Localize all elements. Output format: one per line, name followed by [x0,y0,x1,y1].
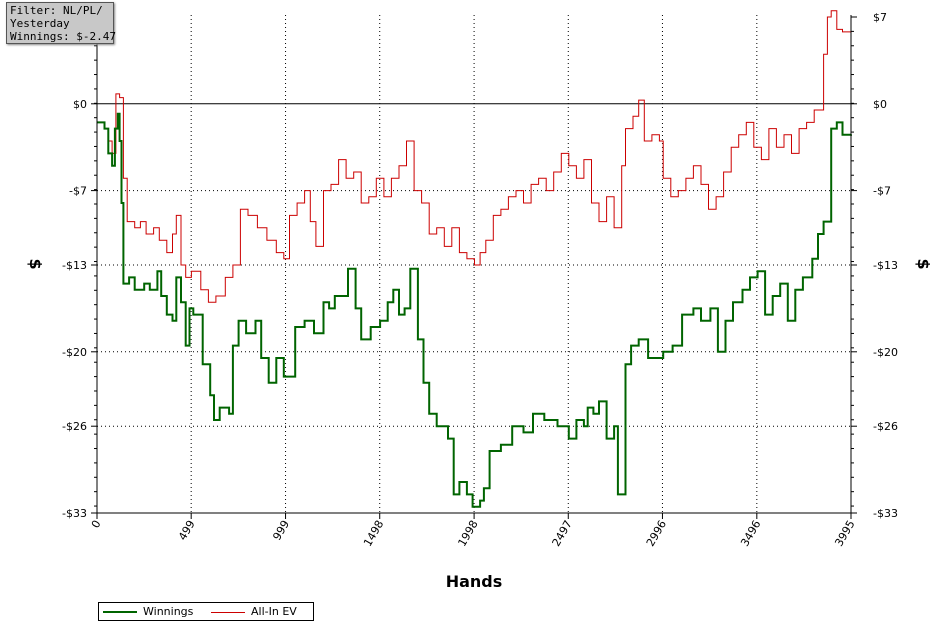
axes [91,15,857,519]
x-tick-label: 3496 [738,518,763,549]
x-tick-label: 1998 [455,518,480,549]
filter-info-box: Filter: NL/PL/ Yesterday Winnings: $-2.4… [6,2,116,44]
series-layer [97,10,852,508]
legend-label-allin-ev: All-In EV [251,605,297,618]
legend-label-winnings: Winnings [143,605,194,618]
series-line-allin-ev [97,10,852,303]
x-tick-label: 0 [89,518,104,531]
filter-period: Yesterday [10,17,70,30]
x-tick-label: 2996 [644,518,669,549]
x-tick-label: 2497 [550,518,575,549]
y-tick-label-left: -$13 [62,259,87,272]
legend-swatch-allin-ev [211,612,245,613]
y-tick-label-right: -$20 [873,346,898,359]
y-tick-label-left: $0 [73,98,87,111]
filter-winnings: Winnings: $-2.47 [10,30,116,43]
y-tick-label-left: -$20 [62,346,87,359]
y-tick-label-right: -$7 [873,185,891,198]
y-tick-label-left: -$33 [62,507,87,520]
y-tick-label-right: $0 [873,98,887,111]
x-axis-title: Hands [446,572,503,591]
y-tick-label-right: $7 [873,11,887,24]
legend-swatch-winnings [103,611,137,613]
y-axis-title-left: $ [26,258,45,269]
x-tick-label: 3995 [832,518,857,549]
chart-legend: Winnings All-In EV [98,602,314,621]
y-tick-label-right: -$26 [873,420,898,433]
x-tick-label: 499 [176,518,198,543]
y-tick-label-right: -$13 [873,259,898,272]
y-tick-label-left: -$7 [69,185,87,198]
x-tick-label: 1498 [361,518,386,549]
tick-labels: 0499999149819982497299634963995$7$7$0$0-… [62,11,898,549]
series-line-winnings [97,112,852,508]
x-tick-label: 999 [270,518,292,543]
y-axis-title-right: $ [914,258,933,269]
y-tick-label-right: -$33 [873,507,898,520]
filter-label: Filter: NL/PL/ [10,4,103,17]
y-tick-label-left: -$26 [62,420,87,433]
